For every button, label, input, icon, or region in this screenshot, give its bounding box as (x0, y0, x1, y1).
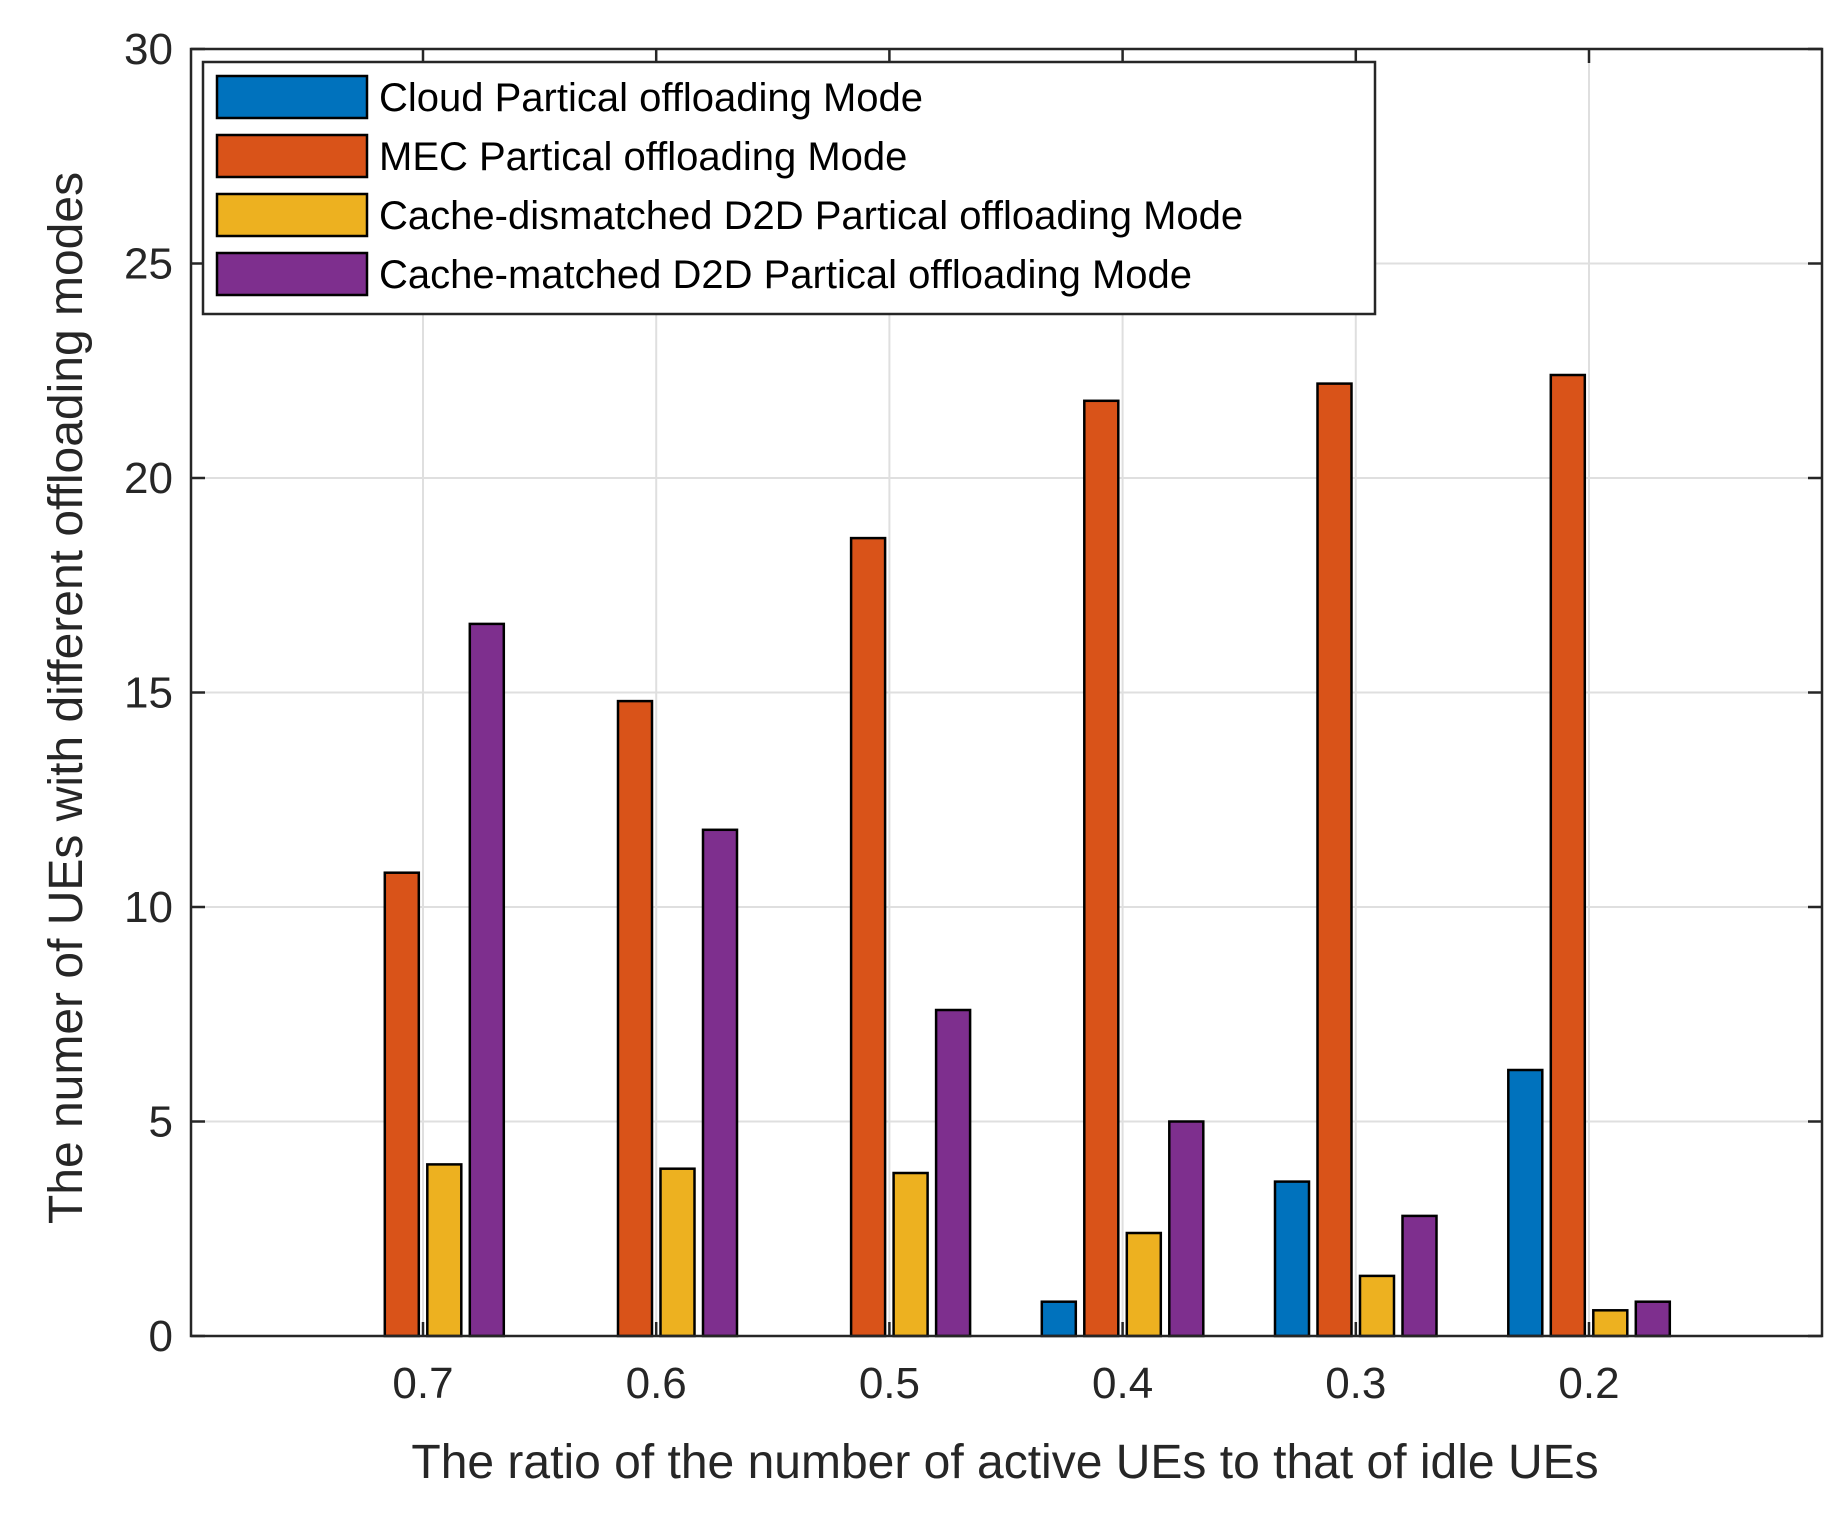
y-tick-label: 15 (124, 669, 173, 718)
bar-series-3-cat-0.7 (426, 1163, 463, 1338)
bar-series-3-cat-0.2 (1592, 1309, 1629, 1338)
bar-series-1-cat-0.2 (1507, 1068, 1544, 1338)
bar-series-4-cat-0.5 (934, 1008, 972, 1338)
y-tick-label: 20 (124, 454, 173, 503)
x-tick-label: 0.7 (392, 1359, 453, 1408)
x-tick-label: 0.5 (859, 1359, 920, 1408)
legend-label: MEC Partical offloading Mode (379, 135, 907, 179)
x-tick-label: 0.6 (626, 1359, 687, 1408)
bar-series-4-cat-0.2 (1634, 1300, 1672, 1338)
legend-swatch (215, 192, 369, 238)
y-tick-label: 10 (124, 883, 173, 932)
legend-label: Cache-matched D2D Partical offloading Mo… (379, 253, 1192, 297)
bar-series-2-cat-0.5 (849, 536, 887, 1338)
bar-series-4-cat-0.7 (468, 622, 506, 1338)
x-tick-label: 0.2 (1558, 1359, 1619, 1408)
bar-series-2-cat-0.2 (1549, 373, 1587, 1338)
bar-series-4-cat-0.3 (1401, 1214, 1438, 1338)
bar-series-1-cat-0.4 (1040, 1300, 1078, 1338)
y-tick-label: 5 (149, 1098, 173, 1147)
y-tick-label: 0 (149, 1312, 173, 1361)
legend-swatch (215, 251, 369, 297)
bar-series-2-cat-0.4 (1083, 399, 1120, 1338)
bar-series-3-cat-0.6 (659, 1167, 696, 1338)
x-tick-label: 0.4 (1092, 1359, 1153, 1408)
legend-swatch (215, 74, 369, 120)
bar-series-4-cat-0.4 (1168, 1120, 1205, 1338)
bar-series-3-cat-0.5 (892, 1171, 929, 1338)
bar-series-1-cat-0.3 (1273, 1180, 1311, 1338)
bars (383, 373, 1672, 1338)
legend-swatch (215, 133, 369, 179)
bar-series-3-cat-0.3 (1358, 1274, 1396, 1338)
legend-label: Cloud Partical offloading Mode (379, 76, 923, 120)
bar-series-2-cat-0.7 (383, 871, 421, 1338)
legend-box (201, 60, 1377, 316)
bar-series-3-cat-0.4 (1125, 1231, 1163, 1338)
y-tick-label: 25 (124, 240, 173, 289)
legend-label: Cache-dismatched D2D Partical offloading… (379, 194, 1243, 238)
bar-series-2-cat-0.6 (616, 699, 654, 1338)
y-tick-label: 30 (124, 25, 173, 74)
x-axis-label: The ratio of the number of active UEs to… (411, 1436, 1598, 1489)
bar-series-4-cat-0.6 (701, 828, 739, 1338)
x-tick-label: 0.3 (1325, 1359, 1386, 1408)
legend: Cloud Partical offloading Mode MEC Partic… (201, 60, 1377, 316)
axes: 0.7 0.6 0.5 0.4 0.3 0.2 0 5 10 15 20 25 30 (124, 25, 1824, 1408)
y-axis-label: The numer of UEs with different offloadi… (40, 172, 93, 1224)
bar-series-2-cat-0.3 (1316, 382, 1353, 1338)
